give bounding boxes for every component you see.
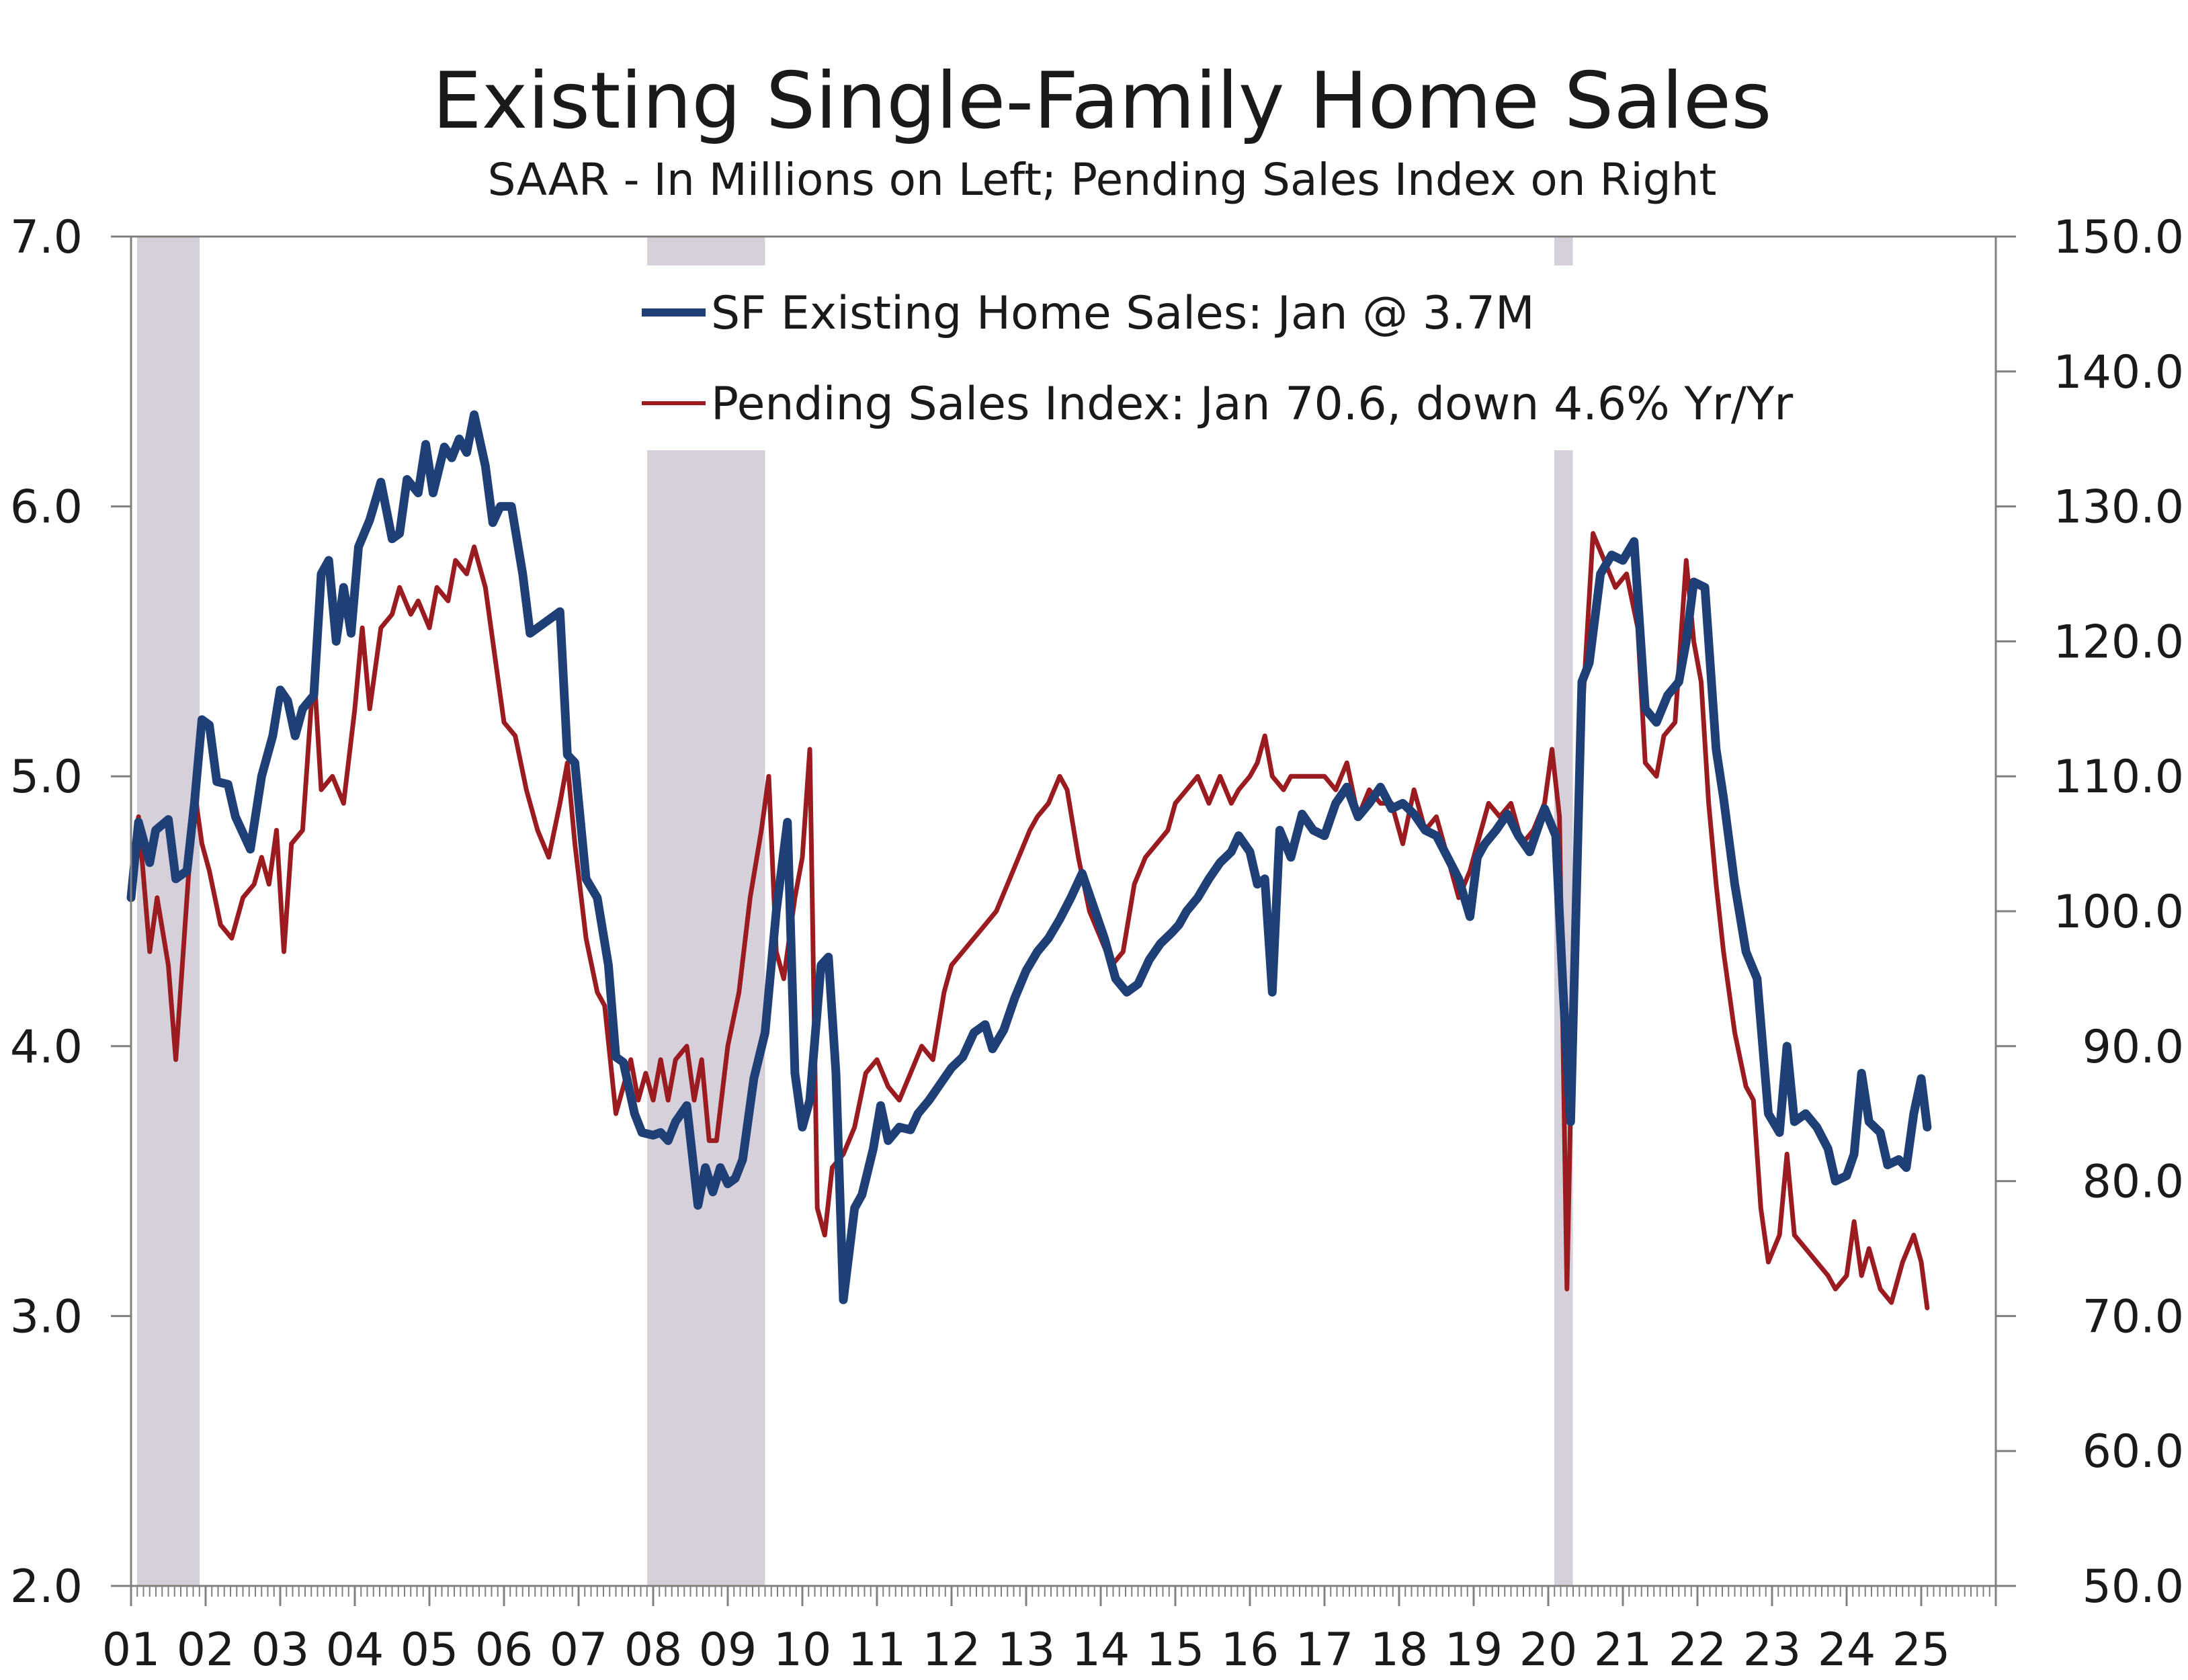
x-tick-label: 02 [177,1624,235,1677]
x-tick-label: 12 [923,1624,981,1677]
x-tick-label: 13 [997,1624,1056,1677]
x-tick-label: 06 [475,1624,534,1677]
x-tick-label: 08 [624,1624,683,1677]
axes: 2.0 3.0 4.0 5.0 6.0 7.0 50.0 60.0 70.0 80.0 90.0 10… [10,211,2184,1677]
legend-box [635,265,1952,450]
x-tick-label: 18 [1370,1624,1429,1677]
x-tick-label: 15 [1146,1624,1205,1677]
series-line-sf-existing-sales [126,410,1932,1304]
x-tick-label: 07 [550,1624,608,1677]
left-tick-label: 6.0 [10,481,83,534]
x-tick-label: 22 [1669,1624,1727,1677]
chart-title: Existing Single-Family Home Sales [432,56,1771,146]
x-tick-label: 03 [251,1624,310,1677]
x-tick-label: 19 [1445,1624,1503,1677]
x-tick-label: 23 [1743,1624,1802,1677]
left-tick-label: 2.0 [10,1560,83,1613]
x-tick-label: 10 [773,1624,832,1677]
x-tick-label: 14 [1072,1624,1130,1677]
chart-subtitle: SAAR - In Millions on Left; Pending Sale… [488,154,1717,206]
x-tick-label: 21 [1594,1624,1652,1677]
x-tick-label: 04 [326,1624,384,1677]
x-tick-label: 01 [102,1624,161,1677]
x-tick-label: 09 [699,1624,757,1677]
right-tick-label: 50.0 [2082,1560,2184,1613]
right-tick-label: 140.0 [2053,346,2184,399]
right-tick-label: 150.0 [2053,211,2184,264]
x-tick-label: 05 [401,1624,459,1677]
right-tick-label: 130.0 [2053,481,2184,534]
x-tick-label: 24 [1818,1624,1876,1677]
x-tick-label: 25 [1892,1624,1951,1677]
x-tick-label: 16 [1221,1624,1279,1677]
legend-label-pending-index: Pending Sales Index: Jan 70.6, down 4.6%… [711,378,1793,431]
right-tick-label: 70.0 [2082,1290,2184,1343]
x-tick-label: 17 [1296,1624,1354,1677]
series-line-pending-index [128,531,1930,1310]
x-tick-label: 11 [848,1624,907,1677]
right-tick-label: 60.0 [2082,1425,2184,1478]
recession-band-1 [647,237,765,1586]
left-tick-label: 4.0 [10,1021,83,1074]
right-tick-label: 120.0 [2053,616,2184,669]
right-tick-label: 110.0 [2053,751,2184,804]
recession-bands [136,237,1573,1586]
right-tick-label: 80.0 [2082,1156,2184,1209]
legend-label-sf-sales: SF Existing Home Sales: Jan @ 3.7M [711,287,1535,340]
left-tick-label: 5.0 [10,751,83,804]
x-tick-label: 20 [1519,1624,1578,1677]
series-layer [126,410,1932,1310]
right-tick-label: 100.0 [2053,886,2184,939]
right-tick-label: 90.0 [2082,1021,2184,1074]
left-tick-label: 7.0 [10,211,83,264]
left-tick-label: 3.0 [10,1290,83,1343]
